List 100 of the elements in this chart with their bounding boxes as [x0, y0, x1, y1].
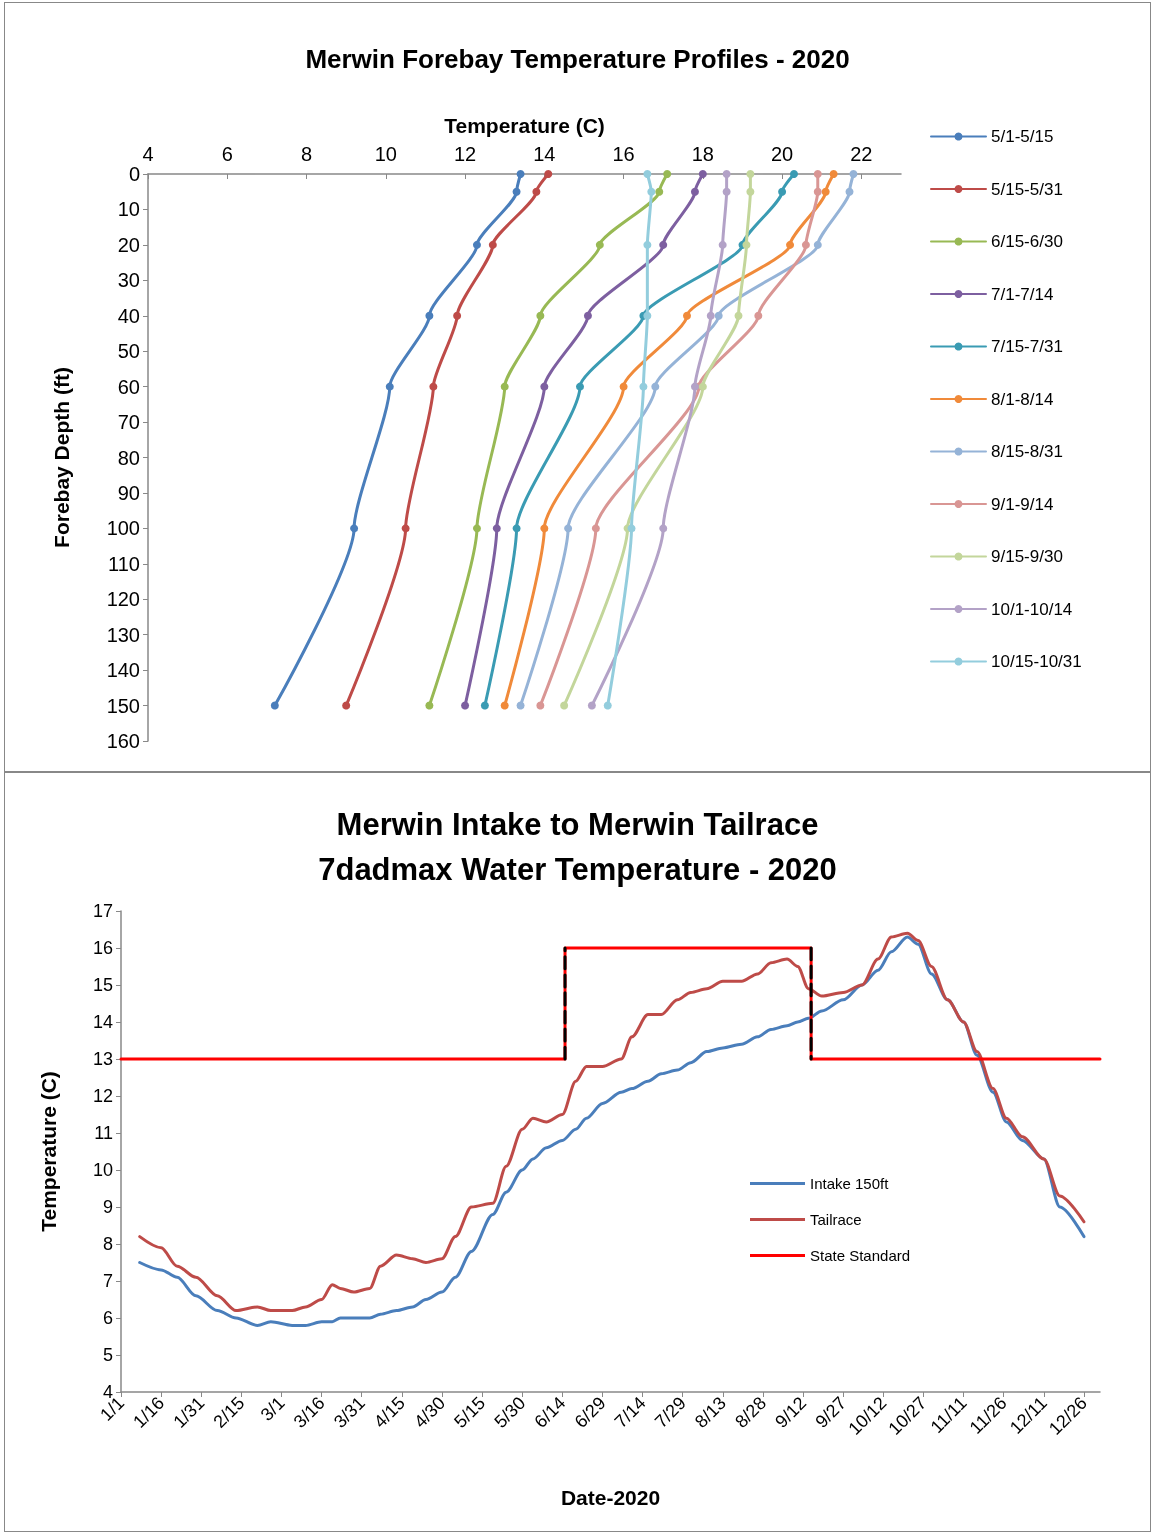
y-tick-label: 13: [92, 1049, 113, 1069]
legend-label: State Standard: [810, 1247, 911, 1264]
y-tick-label: 60: [117, 375, 140, 398]
point: [821, 187, 830, 196]
x-tick-label: 8: [300, 143, 313, 165]
x-tick-label: 18: [691, 143, 714, 165]
point: [536, 311, 545, 320]
point: [429, 382, 438, 391]
point: [587, 701, 596, 710]
point: [714, 311, 723, 320]
y-tick-label: 70: [117, 411, 140, 434]
y-tick-label: 12: [92, 1086, 113, 1106]
point: [500, 701, 509, 710]
y-tick-label: 50: [117, 340, 140, 363]
point: [734, 311, 743, 320]
legend-label: 5/15-5/31: [991, 179, 1063, 199]
point: [643, 170, 652, 178]
x-tick-label: 14: [533, 143, 556, 165]
x-tick-label: 20: [770, 143, 794, 165]
point: [754, 311, 763, 320]
point: [706, 311, 715, 320]
y-axis-title: Temperature (C): [37, 1071, 60, 1232]
y-tick-label: 5: [102, 1345, 113, 1365]
x-tick-label: 16: [612, 143, 635, 165]
point: [718, 240, 727, 249]
legend-label: 5/1-5/15: [991, 127, 1054, 146]
y-tick-label: 14: [92, 1012, 113, 1032]
point: [813, 240, 822, 249]
chart-title: Merwin Intake to Merwin Tailrace 7dadmax Water Temperature - 2020: [318, 806, 837, 887]
y-tick-label: 0: [128, 163, 140, 185]
point: [829, 170, 838, 178]
point: [690, 187, 699, 196]
y-tick-label: 9: [102, 1197, 113, 1217]
point: [512, 524, 521, 533]
point: [492, 524, 501, 533]
point: [746, 187, 755, 196]
point: [564, 524, 573, 533]
y-tick-label: 7: [102, 1271, 113, 1291]
y-tick-label: 10: [92, 1160, 113, 1180]
legend-label: 9/1-9/14: [991, 494, 1054, 514]
point: [342, 701, 351, 710]
legend-label: 9/15-9/30: [991, 547, 1063, 566]
x-tick-label: 6/29: [570, 1392, 610, 1432]
y-tick-label: 15: [92, 975, 113, 995]
x-tick-label: 3/1: [256, 1392, 289, 1425]
point: [583, 311, 592, 320]
x-axis-title: Temperature (C): [444, 114, 605, 137]
y-tick-label: 20: [117, 233, 140, 256]
point: [461, 701, 470, 710]
y-tick-label: 150: [106, 694, 140, 717]
x-tick-label: 12: [453, 143, 477, 165]
point: [488, 240, 497, 249]
y-tick-label: 40: [117, 304, 140, 327]
point: [786, 240, 795, 249]
x-tick-label: 7/14: [610, 1392, 650, 1432]
y-tick-label: 120: [106, 588, 140, 611]
point: [591, 524, 600, 533]
point: [512, 187, 521, 196]
point: [813, 170, 822, 178]
point: [778, 187, 787, 196]
point: [845, 187, 854, 196]
y-tick-label: 110: [108, 552, 140, 575]
legend-label: 8/15-8/31: [991, 442, 1063, 461]
point: [742, 240, 751, 249]
point: [643, 311, 652, 320]
point: [540, 382, 549, 391]
x-tick-label: 9/12: [771, 1392, 811, 1432]
point: [722, 187, 731, 196]
legend-label: 10/15-10/31: [991, 652, 1082, 671]
point: [690, 382, 699, 391]
x-tick-label: 1/31: [169, 1392, 209, 1432]
y-tick-label: 17: [92, 901, 113, 921]
point: [655, 187, 664, 196]
point: [480, 701, 489, 710]
point: [683, 311, 691, 320]
point: [472, 240, 481, 249]
x-tick-label: 22: [850, 143, 873, 165]
point: [560, 701, 569, 710]
x-tick-label: 10: [374, 143, 397, 165]
y-tick-label: 160: [106, 730, 140, 752]
y-tick-label: 100: [106, 517, 140, 540]
x-tick-label: 7/29: [650, 1392, 690, 1432]
point: [536, 701, 545, 710]
point: [270, 701, 279, 710]
point: [698, 382, 707, 391]
point: [401, 524, 410, 533]
point: [651, 382, 660, 391]
point: [385, 382, 394, 391]
y-tick-label: 30: [117, 269, 140, 292]
x-tick-label: 8/13: [691, 1392, 730, 1432]
point: [350, 524, 359, 533]
point: [603, 701, 612, 710]
y-tick-label: 8: [102, 1234, 113, 1254]
y-tick-label: 80: [117, 446, 140, 469]
x-tick-label: 6/14: [530, 1392, 570, 1432]
point: [663, 170, 672, 178]
point: [659, 524, 668, 533]
x-tick-label: 6: [221, 143, 233, 165]
y-tick-label: 6: [102, 1308, 113, 1328]
legend-label: 7/15-7/31: [991, 337, 1063, 356]
